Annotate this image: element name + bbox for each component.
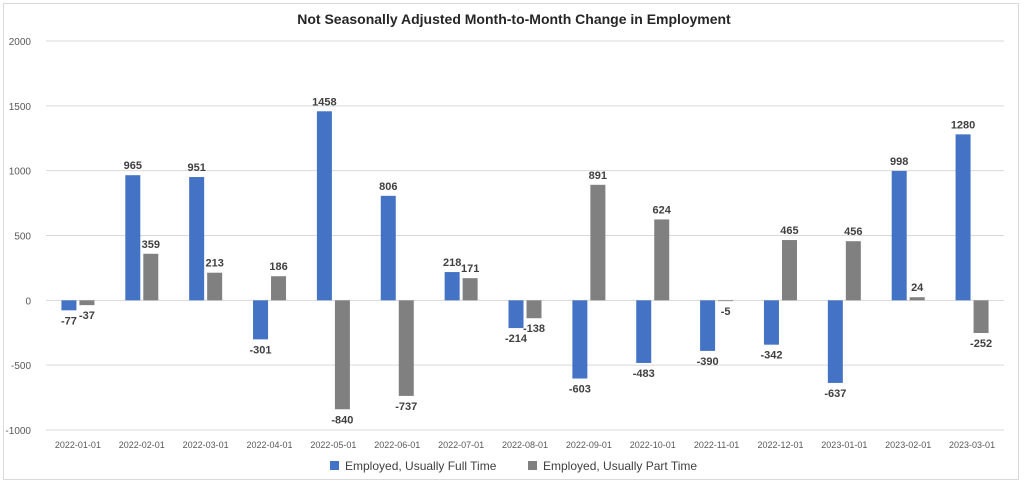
data-label: 1280 — [951, 119, 975, 131]
bar-full-time — [891, 170, 907, 301]
data-label: 806 — [379, 181, 397, 193]
data-label: -77 — [61, 315, 77, 327]
bar-full-time — [444, 272, 460, 301]
data-label: 998 — [890, 156, 908, 168]
x-tick-label: 2022-06-01 — [374, 440, 420, 450]
y-tick-label: 1500 — [9, 102, 32, 113]
bar-full-time — [61, 300, 77, 311]
data-label: -483 — [633, 368, 655, 380]
x-tick-label: 2023-01-01 — [821, 440, 867, 450]
bar-part-time — [462, 278, 478, 301]
bar-full-time — [380, 195, 396, 301]
bar-full-time — [700, 300, 716, 351]
bar-full-time — [827, 300, 843, 383]
y-tick-label: -500 — [11, 361, 31, 372]
data-label: 1458 — [312, 96, 336, 108]
bar-part-time — [526, 300, 542, 319]
bar-full-time — [955, 134, 971, 301]
data-label: -252 — [970, 338, 992, 350]
bar-part-time — [334, 300, 350, 410]
data-label: -637 — [824, 388, 846, 400]
x-tick-label: 2022-11-01 — [694, 440, 739, 450]
gridlines — [46, 40, 1004, 431]
data-label: 624 — [653, 204, 672, 216]
data-label: -390 — [697, 356, 719, 368]
bar-part-time — [271, 276, 287, 301]
data-label: -603 — [569, 384, 591, 396]
y-tick-label: 500 — [14, 232, 31, 243]
chart-frame: Not Seasonally Adjusted Month-to-Month C… — [3, 3, 1019, 480]
bar-part-time — [143, 253, 159, 301]
x-tick-label: 2022-03-01 — [183, 440, 229, 450]
bars — [61, 111, 989, 410]
x-tick-label: 2022-12-01 — [757, 440, 803, 450]
legend-swatch — [528, 461, 537, 470]
data-label: -37 — [79, 310, 95, 322]
bar-part-time — [909, 297, 925, 301]
data-label: 891 — [589, 170, 607, 182]
data-label: -342 — [760, 350, 782, 362]
data-label: -5 — [721, 306, 731, 318]
x-tick-label: 2023-03-01 — [949, 440, 995, 450]
y-tick-label: -1000 — [5, 426, 31, 437]
legend-label: Employed, Usually Full Time — [345, 459, 497, 473]
bar-full-time — [508, 300, 524, 329]
bar-full-time — [636, 300, 652, 363]
bar-part-time — [207, 272, 223, 301]
data-label: -301 — [250, 344, 272, 356]
data-label: 213 — [205, 258, 223, 270]
bar-part-time — [718, 300, 734, 302]
data-label: 456 — [844, 226, 862, 238]
x-tick-label: 2022-02-01 — [119, 440, 165, 450]
data-label: 186 — [269, 261, 287, 273]
data-label: 171 — [461, 263, 479, 275]
y-tick-label: 2000 — [9, 37, 32, 48]
bar-part-time — [845, 241, 861, 301]
y-axis: -1000 -500 0 500 1000 1500 2000 — [5, 37, 31, 437]
bar-part-time — [398, 300, 414, 396]
x-tick-label: 2022-09-01 — [566, 440, 612, 450]
data-label: -138 — [523, 323, 545, 335]
data-label: 951 — [187, 162, 205, 174]
x-tick-label: 2023-02-01 — [885, 440, 931, 450]
bar-part-time — [781, 240, 797, 301]
bar-full-time — [763, 300, 779, 345]
x-tick-label: 2022-01-01 — [55, 440, 101, 450]
bar-part-time — [590, 184, 606, 301]
data-labels: -77 965 951 -301 1458 806 218 -214 -603 -483 -390 -… — [61, 96, 992, 426]
bar-full-time — [572, 300, 588, 379]
data-label: -214 — [505, 333, 528, 345]
bar-part-time — [973, 300, 989, 334]
x-tick-label: 2022-07-01 — [438, 440, 484, 450]
bar-part-time — [79, 300, 95, 306]
legend: Employed, Usually Full Time Employed, Usu… — [330, 459, 697, 473]
bar-chart: Not Seasonally Adjusted Month-to-Month C… — [5, 11, 1004, 473]
bar-full-time — [125, 175, 141, 301]
x-tick-label: 2022-05-01 — [310, 440, 356, 450]
chart-title: Not Seasonally Adjusted Month-to-Month C… — [297, 11, 731, 27]
data-label: -840 — [331, 414, 353, 426]
x-axis: 2022-01-01 2022-02-01 2022-03-01 2022-04-01… — [55, 440, 995, 450]
data-label: -737 — [395, 401, 417, 413]
x-tick-label: 2022-04-01 — [247, 440, 293, 450]
data-label: 24 — [911, 282, 924, 294]
legend-swatch — [330, 461, 339, 470]
y-tick-label: 1000 — [9, 167, 32, 178]
x-tick-label: 2022-08-01 — [502, 440, 548, 450]
data-label: 359 — [142, 239, 160, 251]
data-label: 465 — [780, 225, 798, 237]
bar-full-time — [316, 111, 332, 301]
y-tick-label: 0 — [25, 296, 31, 307]
bar-full-time — [189, 177, 205, 301]
data-label: 965 — [124, 160, 142, 172]
legend-label: Employed, Usually Part Time — [543, 459, 697, 473]
data-label: 218 — [443, 257, 461, 269]
bar-part-time — [654, 219, 670, 301]
bar-full-time — [253, 300, 269, 340]
x-tick-label: 2022-10-01 — [630, 440, 676, 450]
